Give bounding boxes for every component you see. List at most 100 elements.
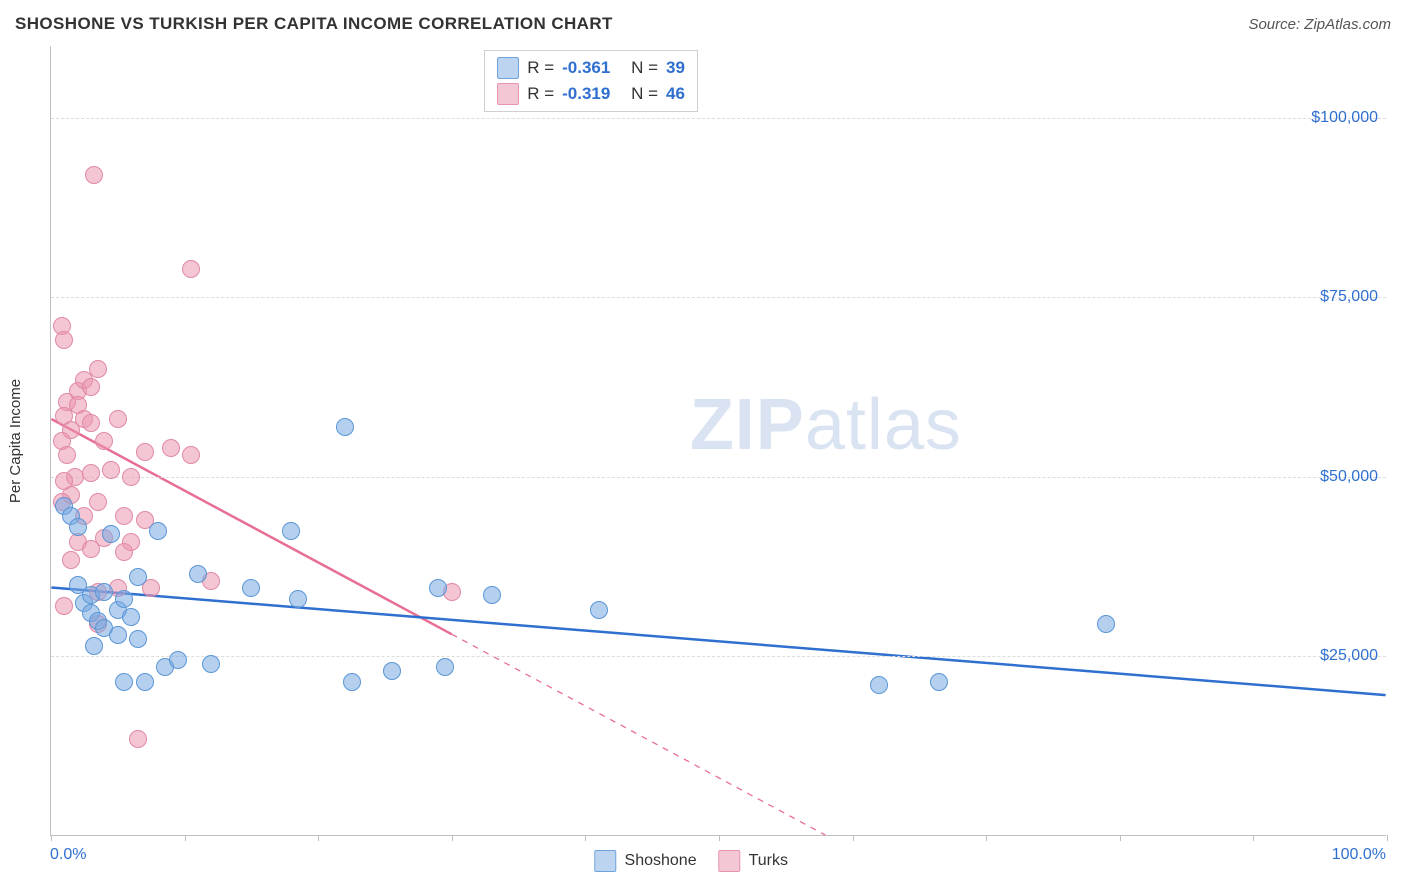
scatter-point [129,568,147,586]
scatter-point [590,601,608,619]
scatter-point [129,630,147,648]
x-tick [1120,835,1121,841]
chart-title: SHOSHONE VS TURKISH PER CAPITA INCOME CO… [15,14,613,34]
scatter-point [82,378,100,396]
trend-line [452,634,826,835]
chart-source: Source: ZipAtlas.com [1248,16,1391,33]
scatter-point [136,443,154,461]
scatter-point [55,331,73,349]
label-r: R = [527,58,554,78]
y-axis-title: Per Capita Income [7,379,24,503]
scatter-point [289,590,307,608]
scatter-point [102,525,120,543]
x-axis-label-max: 100.0% [1332,846,1386,864]
scatter-point [95,432,113,450]
scatter-point [95,583,113,601]
scatter-point [242,579,260,597]
gridline [51,118,1386,119]
scatter-point [115,673,133,691]
legend-label-turks: Turks [749,852,788,870]
label-r: R = [527,84,554,104]
gridline [51,656,1386,657]
correlation-legend: R = -0.361 N = 39 R = -0.319 N = 46 [484,50,698,112]
scatter-point [109,626,127,644]
legend-item-turks: Turks [719,850,788,872]
scatter-point [109,410,127,428]
scatter-point [115,507,133,525]
scatter-point [89,493,107,511]
scatter-point [930,673,948,691]
scatter-point [55,472,73,490]
scatter-point [129,730,147,748]
trend-line [51,588,1385,696]
legend-row-shoshone: R = -0.361 N = 39 [493,55,689,81]
y-tick-label: $50,000 [1320,468,1378,486]
scatter-point [282,522,300,540]
x-tick [719,835,720,841]
scatter-point [343,673,361,691]
scatter-point [85,166,103,184]
scatter-point [870,676,888,694]
x-tick [585,835,586,841]
turks-swatch-icon [719,850,741,872]
legend-label-shoshone: Shoshone [625,852,697,870]
scatter-point [62,551,80,569]
x-tick [185,835,186,841]
x-tick [986,835,987,841]
trend-lines-layer [51,46,1386,835]
legend-item-shoshone: Shoshone [595,850,697,872]
scatter-point [336,418,354,436]
turks-r-value: -0.319 [562,84,610,104]
scatter-point [82,464,100,482]
scatter-point [429,579,447,597]
shoshone-swatch-icon [595,850,617,872]
shoshone-n-value: 39 [666,58,685,78]
scatter-point [1097,615,1115,633]
scatter-point [58,446,76,464]
label-n: N = [631,84,658,104]
y-tick-label: $25,000 [1320,647,1378,665]
x-tick [853,835,854,841]
scatter-point [182,446,200,464]
scatter-point [436,658,454,676]
scatter-plot-area: ZIPatlas $25,000 $50,000 $75,000 $100,000 [50,46,1386,836]
x-tick [1387,835,1388,841]
scatter-point [169,651,187,669]
scatter-point [162,439,180,457]
watermark-rest: atlas [805,385,962,465]
scatter-point [82,414,100,432]
scatter-point [115,590,133,608]
scatter-point [202,655,220,673]
x-tick [318,835,319,841]
scatter-point [189,565,207,583]
scatter-point [122,468,140,486]
x-tick [1253,835,1254,841]
x-tick [51,835,52,841]
x-axis-label-min: 0.0% [50,846,86,864]
series-legend: Shoshone Turks [595,850,788,872]
scatter-point [69,518,87,536]
label-n: N = [631,58,658,78]
gridline [51,297,1386,298]
watermark-bold: ZIP [690,385,805,465]
legend-row-turks: R = -0.319 N = 46 [493,81,689,107]
turks-n-value: 46 [666,84,685,104]
scatter-point [122,533,140,551]
turks-swatch-icon [497,83,519,105]
scatter-point [182,260,200,278]
scatter-point [55,597,73,615]
scatter-point [136,673,154,691]
shoshone-swatch-icon [497,57,519,79]
scatter-point [122,608,140,626]
scatter-point [483,586,501,604]
x-tick [452,835,453,841]
scatter-point [85,637,103,655]
shoshone-r-value: -0.361 [562,58,610,78]
scatter-point [383,662,401,680]
scatter-point [89,360,107,378]
y-tick-label: $100,000 [1311,109,1378,127]
y-tick-label: $75,000 [1320,288,1378,306]
gridline [51,477,1386,478]
title-bar: SHOSHONE VS TURKISH PER CAPITA INCOME CO… [15,10,1391,38]
scatter-point [102,461,120,479]
